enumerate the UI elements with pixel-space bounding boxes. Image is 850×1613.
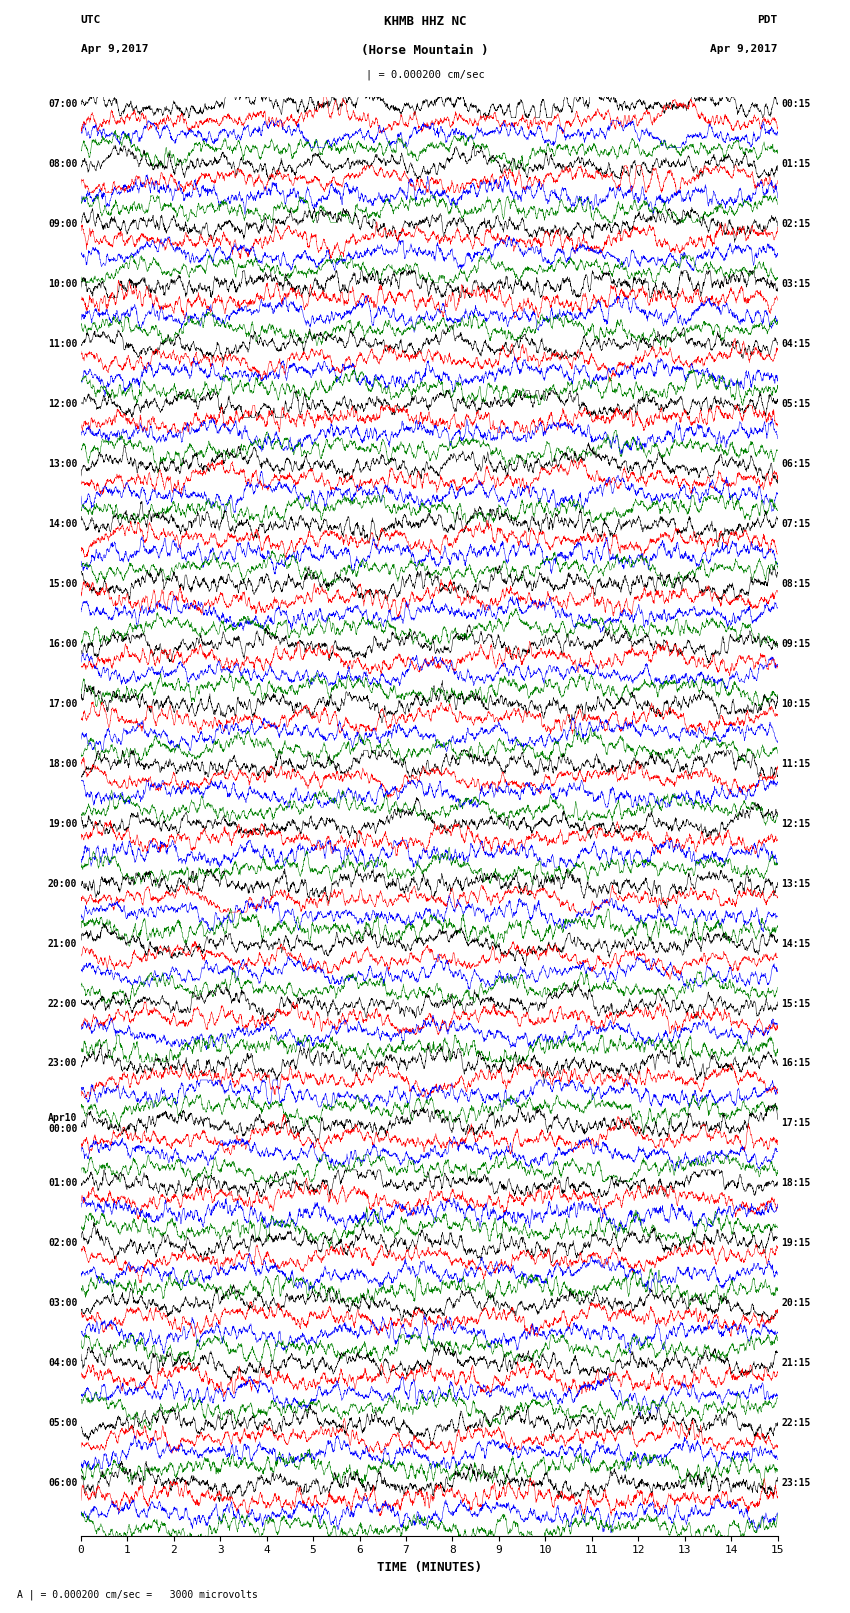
Text: 01:15: 01:15	[781, 160, 811, 169]
X-axis label: TIME (MINUTES): TIME (MINUTES)	[377, 1561, 482, 1574]
Text: 20:15: 20:15	[781, 1298, 811, 1308]
Text: 02:15: 02:15	[781, 219, 811, 229]
Text: (Horse Mountain ): (Horse Mountain )	[361, 44, 489, 56]
Text: 23:00: 23:00	[48, 1058, 77, 1068]
Text: 16:15: 16:15	[781, 1058, 811, 1068]
Text: 06:15: 06:15	[781, 460, 811, 469]
Text: 03:00: 03:00	[48, 1298, 77, 1308]
Text: 05:00: 05:00	[48, 1418, 77, 1428]
Text: 04:00: 04:00	[48, 1358, 77, 1368]
Text: 18:00: 18:00	[48, 758, 77, 769]
Text: | = 0.000200 cm/sec: | = 0.000200 cm/sec	[366, 69, 484, 81]
Text: 11:00: 11:00	[48, 339, 77, 348]
Text: 21:15: 21:15	[781, 1358, 811, 1368]
Text: 13:15: 13:15	[781, 879, 811, 889]
Text: 05:15: 05:15	[781, 398, 811, 410]
Text: 07:00: 07:00	[48, 100, 77, 110]
Text: KHMB HHZ NC: KHMB HHZ NC	[383, 15, 467, 27]
Text: 09:15: 09:15	[781, 639, 811, 648]
Text: 23:15: 23:15	[781, 1478, 811, 1489]
Text: 10:15: 10:15	[781, 698, 811, 708]
Text: 22:00: 22:00	[48, 998, 77, 1008]
Text: PDT: PDT	[757, 15, 778, 24]
Text: 17:00: 17:00	[48, 698, 77, 708]
Text: 00:15: 00:15	[781, 100, 811, 110]
Text: 14:00: 14:00	[48, 519, 77, 529]
Text: 18:15: 18:15	[781, 1179, 811, 1189]
Text: UTC: UTC	[81, 15, 101, 24]
Text: 07:15: 07:15	[781, 519, 811, 529]
Text: 08:00: 08:00	[48, 160, 77, 169]
Text: 17:15: 17:15	[781, 1118, 811, 1129]
Text: 12:00: 12:00	[48, 398, 77, 410]
Text: 20:00: 20:00	[48, 879, 77, 889]
Text: 09:00: 09:00	[48, 219, 77, 229]
Text: 04:15: 04:15	[781, 339, 811, 348]
Text: Apr 9,2017: Apr 9,2017	[711, 44, 778, 53]
Text: 13:00: 13:00	[48, 460, 77, 469]
Text: A | = 0.000200 cm/sec =   3000 microvolts: A | = 0.000200 cm/sec = 3000 microvolts	[17, 1589, 258, 1600]
Text: 12:15: 12:15	[781, 819, 811, 829]
Text: 03:15: 03:15	[781, 279, 811, 289]
Text: 14:15: 14:15	[781, 939, 811, 948]
Text: 19:00: 19:00	[48, 819, 77, 829]
Text: 08:15: 08:15	[781, 579, 811, 589]
Text: 02:00: 02:00	[48, 1239, 77, 1248]
Text: 10:00: 10:00	[48, 279, 77, 289]
Text: 01:00: 01:00	[48, 1179, 77, 1189]
Text: 22:15: 22:15	[781, 1418, 811, 1428]
Text: 06:00: 06:00	[48, 1478, 77, 1489]
Text: Apr 9,2017: Apr 9,2017	[81, 44, 148, 53]
Text: 16:00: 16:00	[48, 639, 77, 648]
Text: 15:15: 15:15	[781, 998, 811, 1008]
Text: 15:00: 15:00	[48, 579, 77, 589]
Text: Apr10
00:00: Apr10 00:00	[48, 1113, 77, 1134]
Text: 21:00: 21:00	[48, 939, 77, 948]
Text: 19:15: 19:15	[781, 1239, 811, 1248]
Text: 11:15: 11:15	[781, 758, 811, 769]
